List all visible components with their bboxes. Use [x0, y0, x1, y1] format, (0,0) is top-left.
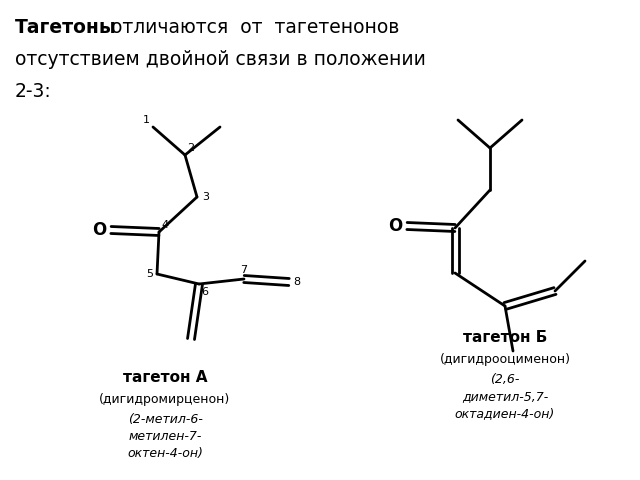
Text: 4: 4 — [161, 220, 168, 230]
Text: отсутствием двойной связи в положении: отсутствием двойной связи в положении — [15, 50, 426, 69]
Text: 3: 3 — [202, 192, 209, 202]
Text: (2-метил-6-
метилен-7-
октен-4-он): (2-метил-6- метилен-7- октен-4-он) — [127, 413, 203, 460]
Text: 1: 1 — [143, 115, 150, 125]
Text: (2,6-
диметил-5,7-
октадиен-4-он): (2,6- диметил-5,7- октадиен-4-он) — [455, 373, 555, 420]
Text: 2-3:: 2-3: — [15, 82, 52, 101]
Text: O: O — [388, 217, 402, 235]
Text: (дигидромирценон): (дигидромирценон) — [99, 393, 230, 406]
Text: O: O — [92, 221, 106, 239]
Text: отличаются  от  тагетенонов: отличаются от тагетенонов — [105, 18, 399, 37]
Text: (дигидрооцименон): (дигидрооцименон) — [440, 353, 570, 366]
Text: 5: 5 — [146, 269, 153, 279]
Text: тагетон Б: тагетон Б — [463, 330, 547, 345]
Text: Тагетоны: Тагетоны — [15, 18, 117, 37]
Text: 2: 2 — [187, 143, 194, 153]
Text: тагетон А: тагетон А — [123, 370, 207, 385]
Text: 7: 7 — [241, 265, 248, 275]
Text: 8: 8 — [293, 277, 300, 287]
Text: 6: 6 — [201, 287, 208, 297]
